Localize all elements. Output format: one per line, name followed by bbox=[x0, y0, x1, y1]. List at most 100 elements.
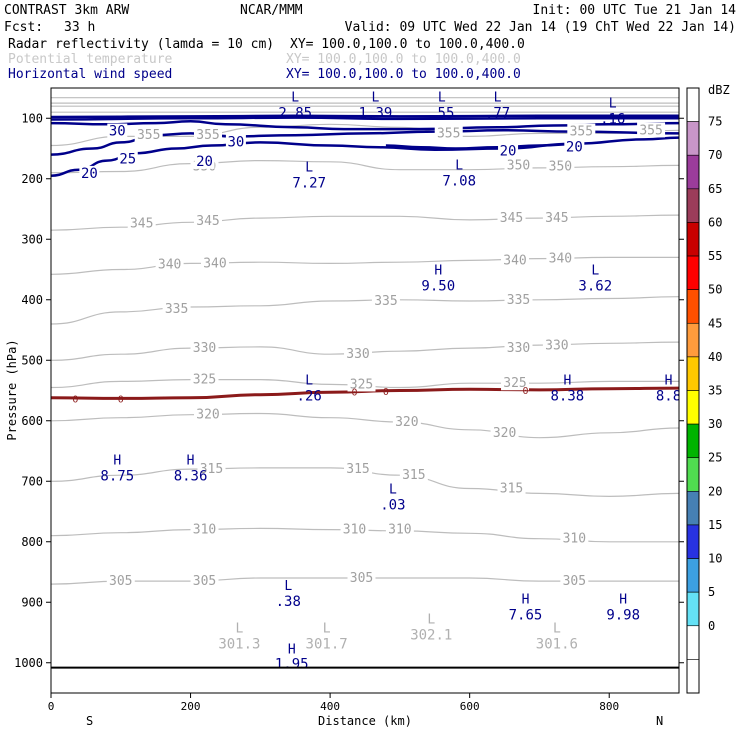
theta-label-9: 345 bbox=[196, 214, 219, 229]
extremum-type-14: L bbox=[389, 482, 397, 497]
y-tick-label-1000: 1000 bbox=[14, 656, 43, 670]
extremum-value-12: 8.75 bbox=[100, 468, 134, 484]
theta-label-4-bg bbox=[637, 122, 666, 138]
extremum-value-7: 9.50 bbox=[421, 278, 455, 294]
zero-label-0: 0 bbox=[72, 394, 78, 405]
colorbar-swatch-2 bbox=[686, 154, 700, 190]
y-tick-label-400: 400 bbox=[21, 293, 43, 307]
colorbar-swatch-8 bbox=[686, 356, 700, 391]
extremum-type-12: H bbox=[113, 453, 121, 468]
theta-extremum-value-0: 301.3 bbox=[218, 637, 260, 653]
x-tick-label-400: 400 bbox=[320, 700, 340, 713]
colorbar-swatch-17 bbox=[686, 659, 700, 694]
theta-label-4: 355 bbox=[639, 123, 662, 138]
colorbar-swatch-7 bbox=[686, 322, 700, 358]
theta-label-7: 350 bbox=[549, 160, 572, 175]
theta-label-0: 355 bbox=[137, 128, 160, 143]
theta-label-29: 315 bbox=[200, 462, 223, 477]
wind-label-3: 20 bbox=[196, 154, 213, 170]
x-tick-label-200: 200 bbox=[181, 700, 201, 713]
theta-label-20: 330 bbox=[346, 347, 369, 362]
extremum-type-5: L bbox=[305, 160, 313, 175]
colorbar-label-35: 35 bbox=[708, 384, 722, 398]
extremum-value-0: 2.85 bbox=[278, 105, 312, 121]
theta-label-6: 350 bbox=[507, 158, 530, 173]
wind-label-1-bg bbox=[225, 134, 246, 150]
endpoint-left: S bbox=[86, 714, 93, 728]
theta-label-13: 340 bbox=[203, 256, 226, 271]
extremum-type-2: L bbox=[438, 90, 446, 105]
theta-label-16-bg bbox=[162, 300, 191, 316]
theta-extremum-type-1: L bbox=[323, 622, 331, 637]
plot-frame bbox=[50, 87, 680, 694]
theta-label-14: 340 bbox=[503, 253, 526, 268]
theta-extremum-type-0: L bbox=[235, 622, 243, 637]
theta-label-10-bg bbox=[497, 210, 526, 226]
x-tick-label-0: 0 bbox=[48, 700, 55, 713]
valid-time: Valid: 09 UTC Wed 22 Jan 14 (19 ChT Wed … bbox=[345, 20, 736, 35]
wind-contour-25-3 bbox=[51, 129, 679, 156]
colorbar-label-55: 55 bbox=[708, 249, 722, 263]
x-tick-label-600: 600 bbox=[460, 700, 480, 713]
colorbar-unit: dBZ bbox=[708, 83, 730, 97]
colorbar-label-60: 60 bbox=[708, 215, 722, 229]
extremum-type-7: H bbox=[434, 263, 442, 278]
theta-label-37-bg bbox=[106, 573, 135, 589]
fcst-value: 33 h bbox=[64, 20, 95, 35]
colorbar-swatch-0 bbox=[686, 87, 700, 122]
colorbar-label-40: 40 bbox=[708, 350, 722, 364]
theta-label-6-bg bbox=[504, 157, 533, 173]
theta-extremum-value-1: 301.7 bbox=[306, 637, 348, 653]
wind-contour-20-5 bbox=[385, 142, 582, 150]
colorbar-swatch-11 bbox=[686, 457, 700, 492]
theta-label-11: 345 bbox=[545, 211, 568, 226]
wind-label-6: 20 bbox=[566, 139, 583, 155]
theta-label-0-bg bbox=[134, 127, 163, 143]
extremum-type-13: H bbox=[187, 453, 195, 468]
colorbar-swatch-1 bbox=[686, 121, 700, 156]
endpoint-right: N bbox=[656, 714, 663, 728]
theta-label-20-bg bbox=[344, 346, 373, 362]
wind-contour-30-2 bbox=[51, 120, 679, 131]
theta-label-22-bg bbox=[542, 337, 571, 353]
extremum-type-8: L bbox=[591, 263, 599, 278]
field-name-reflectivity: Radar reflectivity (lamda = 10 cm) bbox=[8, 37, 274, 52]
theta-label-19: 330 bbox=[193, 341, 216, 356]
wind-label-1: 30 bbox=[227, 134, 244, 150]
colorbar-label-25: 25 bbox=[708, 451, 722, 465]
extremum-type-3: L bbox=[494, 90, 502, 105]
colorbar-label-0: 0 bbox=[708, 619, 715, 633]
y-tick-label-900: 900 bbox=[21, 595, 43, 609]
colorbar-label-65: 65 bbox=[708, 182, 722, 196]
theta-label-9-bg bbox=[194, 213, 222, 229]
theta-label-26: 320 bbox=[196, 408, 219, 423]
theta-label-7-bg bbox=[546, 158, 575, 174]
colorbar-swatch-12 bbox=[686, 491, 700, 526]
y-tick-label-600: 600 bbox=[21, 414, 43, 428]
theta-label-26-bg bbox=[194, 406, 222, 422]
theta-label-15: 340 bbox=[549, 252, 572, 267]
chart-header: CONTRAST 3km ARW NCAR/MMM Init: 00 UTC T… bbox=[4, 3, 736, 82]
theta-label-10: 345 bbox=[500, 211, 523, 226]
y-tick-label-300: 300 bbox=[21, 232, 43, 246]
zero-label-3: 0 bbox=[383, 387, 389, 398]
theta-label-40: 305 bbox=[563, 574, 586, 589]
theta-label-8-bg bbox=[127, 215, 156, 231]
colorbar-label-45: 45 bbox=[708, 316, 722, 330]
colorbar-swatch-6 bbox=[686, 289, 700, 324]
extremum-value-1: 1.39 bbox=[359, 105, 393, 121]
extremum-value-15: .38 bbox=[276, 594, 301, 610]
colorbar-label-70: 70 bbox=[708, 148, 722, 162]
extremum-type-17: H bbox=[619, 592, 627, 607]
colorbar-label-10: 10 bbox=[708, 552, 722, 566]
theta-label-21: 330 bbox=[507, 341, 530, 356]
extremum-type-9: L bbox=[305, 373, 313, 388]
theta-label-3: 355 bbox=[570, 125, 593, 140]
extremum-value-3: .77 bbox=[485, 105, 510, 121]
wind-label-5: 20 bbox=[500, 144, 517, 160]
extremum-type-15: L bbox=[284, 579, 292, 594]
x-axis-label: Distance (km) bbox=[318, 714, 412, 728]
ground-extremum-type: H bbox=[288, 643, 296, 658]
